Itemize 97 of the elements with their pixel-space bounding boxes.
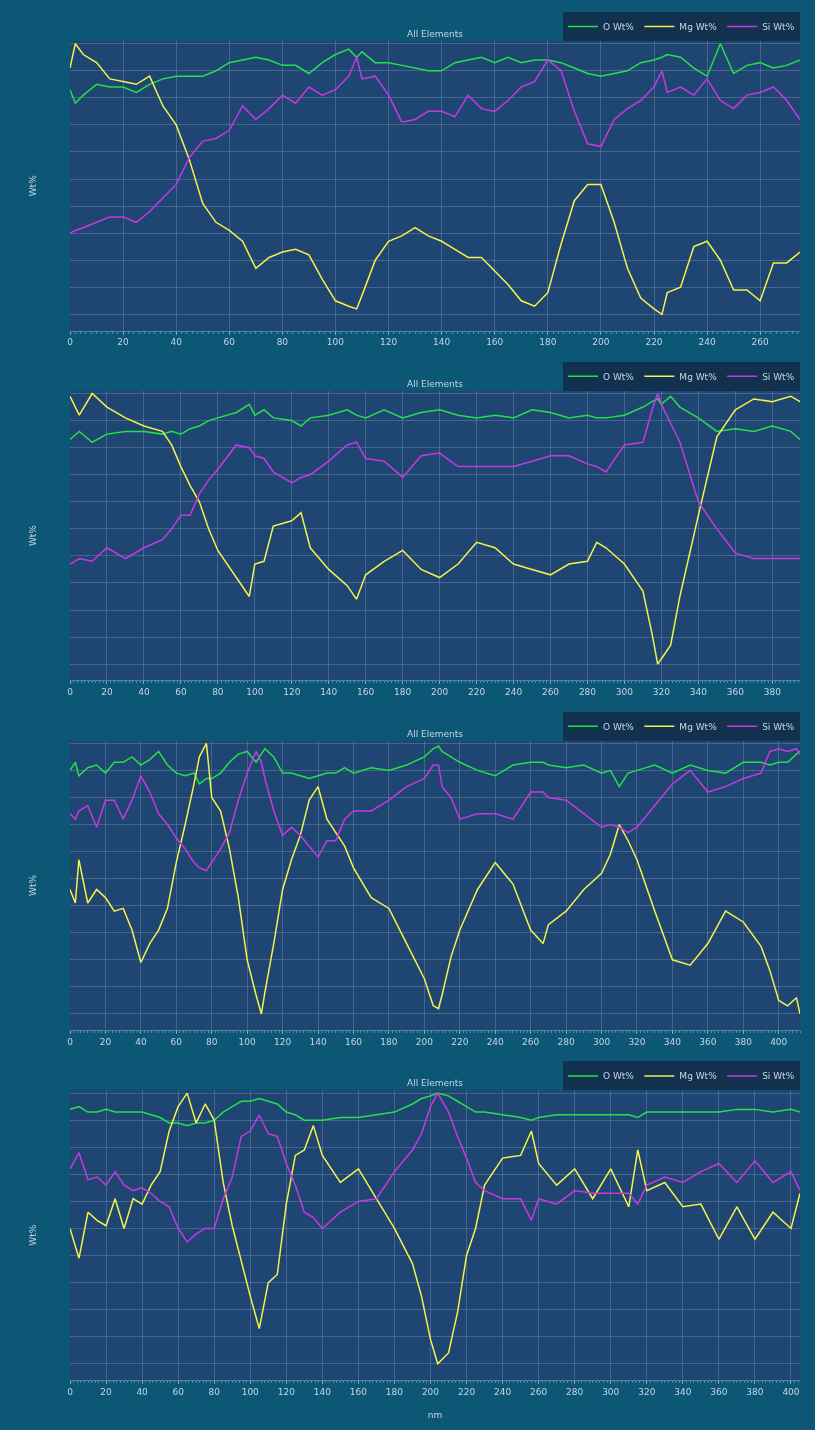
x-tick-label: 380 [734, 1036, 753, 1047]
chart-title: All Elements [407, 1078, 464, 1088]
legend-label: O Wt% [603, 371, 635, 382]
x-tick-label: 400 [782, 1386, 800, 1397]
x-tick-label: 220 [457, 1386, 476, 1397]
x-tick-label: 80 [208, 1386, 221, 1397]
x-tick-label: 340 [674, 1386, 692, 1397]
x-tick-label: 120 [283, 687, 301, 698]
x-tick-label: 120 [379, 337, 398, 348]
x-tick-label: 20 [100, 1386, 113, 1397]
x-tick-label: 180 [539, 337, 557, 348]
x-tick-label: 180 [385, 1386, 404, 1397]
x-tick-label: 100 [238, 1036, 257, 1047]
x-tick-label: 80 [206, 1036, 218, 1047]
x-tick-label: 320 [652, 687, 671, 698]
legend-label: O Wt% [603, 22, 635, 33]
x-tick-label: 360 [726, 687, 745, 698]
x-tick-label: 20 [101, 687, 113, 698]
x-tick-label: 360 [710, 1386, 728, 1397]
legend-label: O Wt% [603, 1071, 635, 1082]
x-tick-label: 320 [638, 1386, 656, 1397]
x-tick-label: 0 [67, 1386, 74, 1397]
x-tick-label: 60 [172, 1386, 185, 1397]
legend-label: Mg Wt% [679, 22, 718, 33]
x-tick-label: 300 [592, 1036, 611, 1047]
x-tick-label: 0 [67, 337, 74, 348]
x-tick-label: 180 [380, 1036, 398, 1047]
legend-label: Si Wt% [762, 22, 795, 33]
x-tick-label: 200 [415, 1036, 434, 1047]
x-tick-label: 220 [467, 687, 486, 698]
x-tick-label: 160 [357, 687, 375, 698]
x-tick-label: 60 [175, 687, 187, 698]
legend-label: Mg Wt% [679, 721, 718, 732]
x-tick-label: 100 [246, 687, 264, 698]
x-tick-label: 0 [67, 1036, 74, 1047]
x-tick-label: 300 [602, 1386, 620, 1397]
x-tick-label: 100 [241, 1386, 260, 1397]
x-tick-label: 320 [628, 1036, 646, 1047]
x-tick-label: 260 [751, 337, 770, 348]
x-tick-label: 260 [541, 687, 560, 698]
x-tick-label: 20 [99, 1036, 112, 1047]
x-tick-label: 240 [504, 687, 523, 698]
x-tick-label: 160 [349, 1386, 368, 1397]
x-tick-label: 240 [486, 1036, 505, 1047]
x-tick-label: 60 [170, 1036, 183, 1047]
x-tick-label: 120 [274, 1036, 292, 1047]
x-tick-label: 180 [394, 687, 412, 698]
x-tick-label: 200 [421, 1386, 440, 1397]
x-tick-label: 40 [170, 337, 183, 348]
x-tick-label: 160 [486, 337, 504, 348]
legend-label: Mg Wt% [679, 371, 718, 382]
x-tick-label: 380 [763, 687, 782, 698]
x-tick-label: 380 [746, 1386, 764, 1397]
x-tick-label: 260 [522, 1036, 540, 1047]
y-axis-title: Wt% [28, 524, 39, 547]
legend-label: Si Wt% [762, 721, 795, 732]
legend-label: Mg Wt% [679, 1071, 718, 1082]
x-tick-label: 240 [698, 337, 716, 348]
x-tick-label: 100 [326, 337, 345, 348]
x-tick-label: 0 [67, 687, 74, 698]
x-tick-label: 280 [578, 687, 597, 698]
legend-label: Si Wt% [762, 371, 795, 382]
x-tick-label: 240 [494, 1386, 512, 1397]
chart-title: All Elements [407, 729, 464, 739]
x-tick-label: 40 [135, 1036, 147, 1047]
x-tick-label: 280 [566, 1386, 584, 1397]
x-tick-label: 40 [136, 1386, 149, 1397]
x-tick-label: 20 [117, 337, 130, 348]
x-tick-label: 300 [615, 687, 634, 698]
y-axis-title: Wt% [28, 1224, 39, 1246]
x-tick-label: 200 [431, 687, 449, 698]
x-tick-label: 140 [309, 1036, 327, 1047]
x-tick-label: 140 [313, 1386, 332, 1397]
legend-label: Si Wt% [762, 1071, 795, 1082]
x-tick-label: 140 [320, 687, 338, 698]
x-tick-label: 360 [699, 1036, 717, 1047]
chart-title: All Elements [407, 379, 464, 389]
x-tick-label: 260 [530, 1386, 548, 1397]
x-tick-label: 400 [770, 1036, 788, 1047]
x-tick-label: 340 [689, 687, 708, 698]
x-tick-label: 40 [138, 687, 150, 698]
x-tick-label: 220 [645, 337, 663, 348]
x-tick-label: 280 [557, 1036, 575, 1047]
x-tick-label: 60 [223, 337, 236, 348]
x-tick-label: 120 [277, 1386, 296, 1397]
x-tick-label: 200 [592, 337, 610, 348]
x-tick-label: 340 [663, 1036, 682, 1047]
y-axis-title: Wt% [28, 874, 39, 896]
x-tick-label: 160 [344, 1036, 363, 1047]
legend-label: O Wt% [603, 721, 635, 732]
y-axis-title: Wt% [28, 174, 39, 197]
x-tick-label: 220 [451, 1036, 469, 1047]
x-tick-label: 80 [212, 687, 224, 698]
x-tick-label: 80 [276, 337, 289, 348]
x-axis-title: nm [427, 1409, 443, 1420]
x-tick-label: 140 [433, 337, 451, 348]
chart-title: All Elements [407, 29, 464, 39]
